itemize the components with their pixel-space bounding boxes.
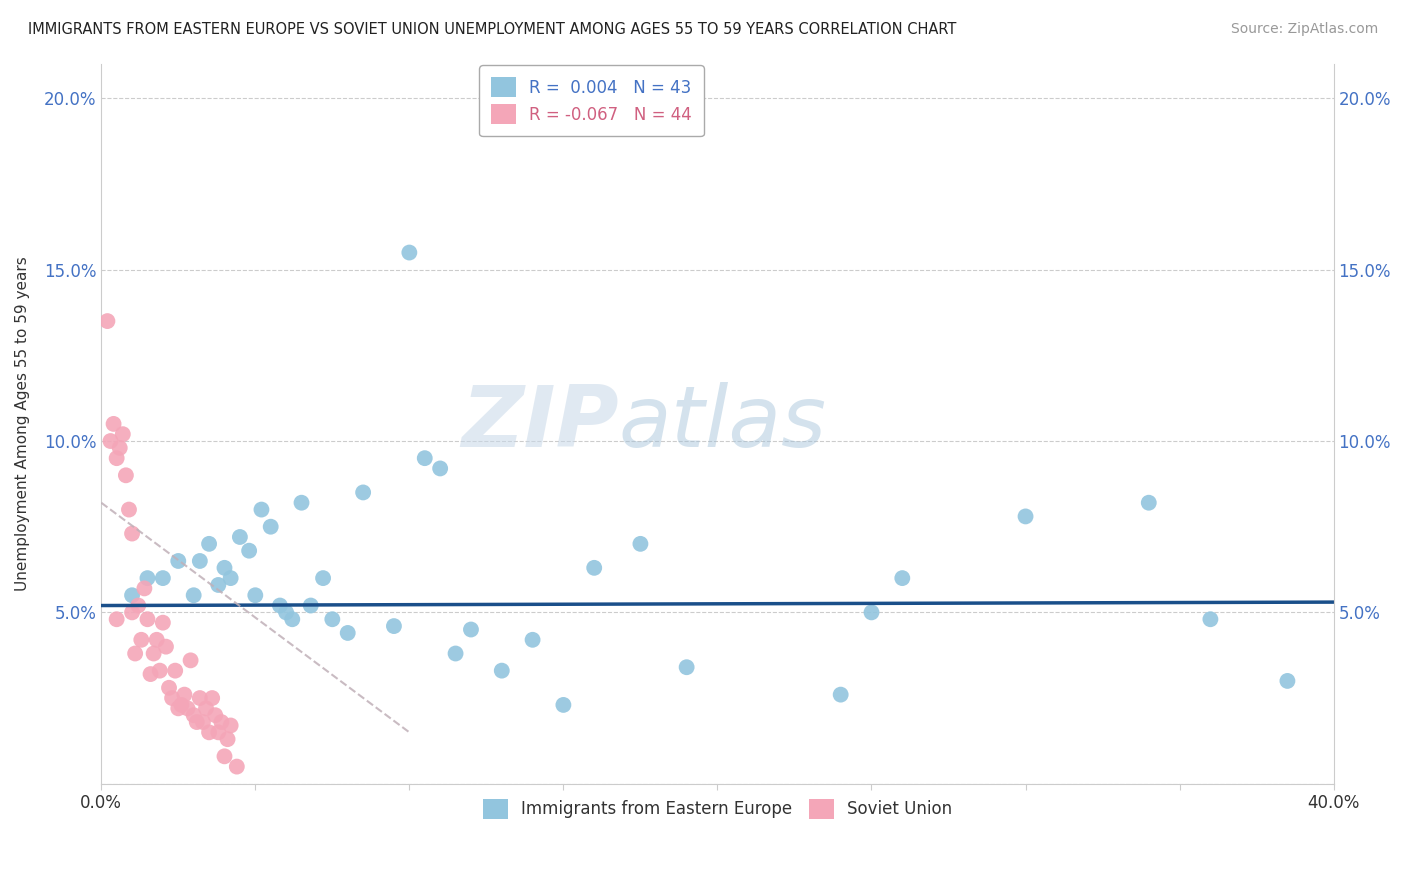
- Point: [1014, 509, 1036, 524]
- Point: [170, 698, 193, 712]
- Point: [176, 701, 198, 715]
- Point: [201, 691, 224, 706]
- Point: [675, 660, 697, 674]
- Point: [157, 681, 180, 695]
- Point: [491, 664, 513, 678]
- Point: [167, 701, 190, 715]
- Point: [134, 582, 156, 596]
- Text: IMMIGRANTS FROM EASTERN EUROPE VS SOVIET UNION UNEMPLOYMENT AMONG AGES 55 TO 59 : IMMIGRANTS FROM EASTERN EUROPE VS SOVIET…: [28, 22, 956, 37]
- Point: [96, 314, 118, 328]
- Point: [260, 519, 283, 533]
- Point: [299, 599, 322, 613]
- Point: [209, 714, 232, 729]
- Point: [204, 708, 226, 723]
- Point: [269, 599, 291, 613]
- Point: [290, 496, 312, 510]
- Y-axis label: Unemployment Among Ages 55 to 59 years: Unemployment Among Ages 55 to 59 years: [15, 257, 30, 591]
- Point: [160, 691, 183, 706]
- Point: [352, 485, 374, 500]
- Point: [628, 537, 651, 551]
- Point: [188, 691, 211, 706]
- Point: [139, 667, 162, 681]
- Point: [149, 664, 172, 678]
- Point: [188, 554, 211, 568]
- Point: [281, 612, 304, 626]
- Point: [105, 612, 128, 626]
- Point: [583, 561, 606, 575]
- Point: [136, 612, 159, 626]
- Point: [830, 688, 852, 702]
- Point: [129, 632, 152, 647]
- Point: [207, 578, 229, 592]
- Point: [198, 725, 221, 739]
- Point: [214, 749, 236, 764]
- Text: atlas: atlas: [619, 383, 827, 466]
- Point: [312, 571, 335, 585]
- Point: [429, 461, 451, 475]
- Point: [127, 599, 149, 613]
- Point: [124, 647, 146, 661]
- Point: [219, 571, 242, 585]
- Point: [108, 441, 131, 455]
- Point: [103, 417, 125, 431]
- Point: [165, 664, 187, 678]
- Point: [121, 526, 143, 541]
- Point: [186, 714, 208, 729]
- Point: [183, 588, 205, 602]
- Point: [207, 725, 229, 739]
- Point: [219, 718, 242, 732]
- Point: [274, 606, 297, 620]
- Point: [321, 612, 343, 626]
- Point: [245, 588, 267, 602]
- Text: Source: ZipAtlas.com: Source: ZipAtlas.com: [1230, 22, 1378, 37]
- Legend: Immigrants from Eastern Europe, Soviet Union: Immigrants from Eastern Europe, Soviet U…: [477, 792, 959, 826]
- Point: [152, 615, 174, 630]
- Point: [1199, 612, 1222, 626]
- Point: [444, 647, 467, 661]
- Point: [860, 606, 883, 620]
- Point: [225, 759, 247, 773]
- Point: [100, 434, 122, 448]
- Point: [121, 606, 143, 620]
- Point: [152, 571, 174, 585]
- Point: [522, 632, 544, 647]
- Point: [191, 714, 214, 729]
- Point: [398, 245, 420, 260]
- Point: [118, 502, 141, 516]
- Point: [553, 698, 575, 712]
- Point: [142, 647, 165, 661]
- Point: [217, 732, 239, 747]
- Point: [173, 688, 195, 702]
- Point: [250, 502, 273, 516]
- Point: [145, 632, 167, 647]
- Point: [136, 571, 159, 585]
- Point: [105, 451, 128, 466]
- Point: [115, 468, 138, 483]
- Point: [891, 571, 914, 585]
- Point: [167, 554, 190, 568]
- Point: [1277, 673, 1299, 688]
- Point: [180, 653, 202, 667]
- Point: [229, 530, 252, 544]
- Point: [155, 640, 177, 654]
- Point: [238, 543, 260, 558]
- Point: [336, 626, 359, 640]
- Point: [413, 451, 436, 466]
- Point: [198, 537, 221, 551]
- Point: [121, 588, 143, 602]
- Text: ZIP: ZIP: [461, 383, 619, 466]
- Point: [460, 623, 482, 637]
- Point: [195, 701, 218, 715]
- Point: [214, 561, 236, 575]
- Point: [1137, 496, 1160, 510]
- Point: [183, 708, 205, 723]
- Point: [111, 427, 134, 442]
- Point: [382, 619, 405, 633]
